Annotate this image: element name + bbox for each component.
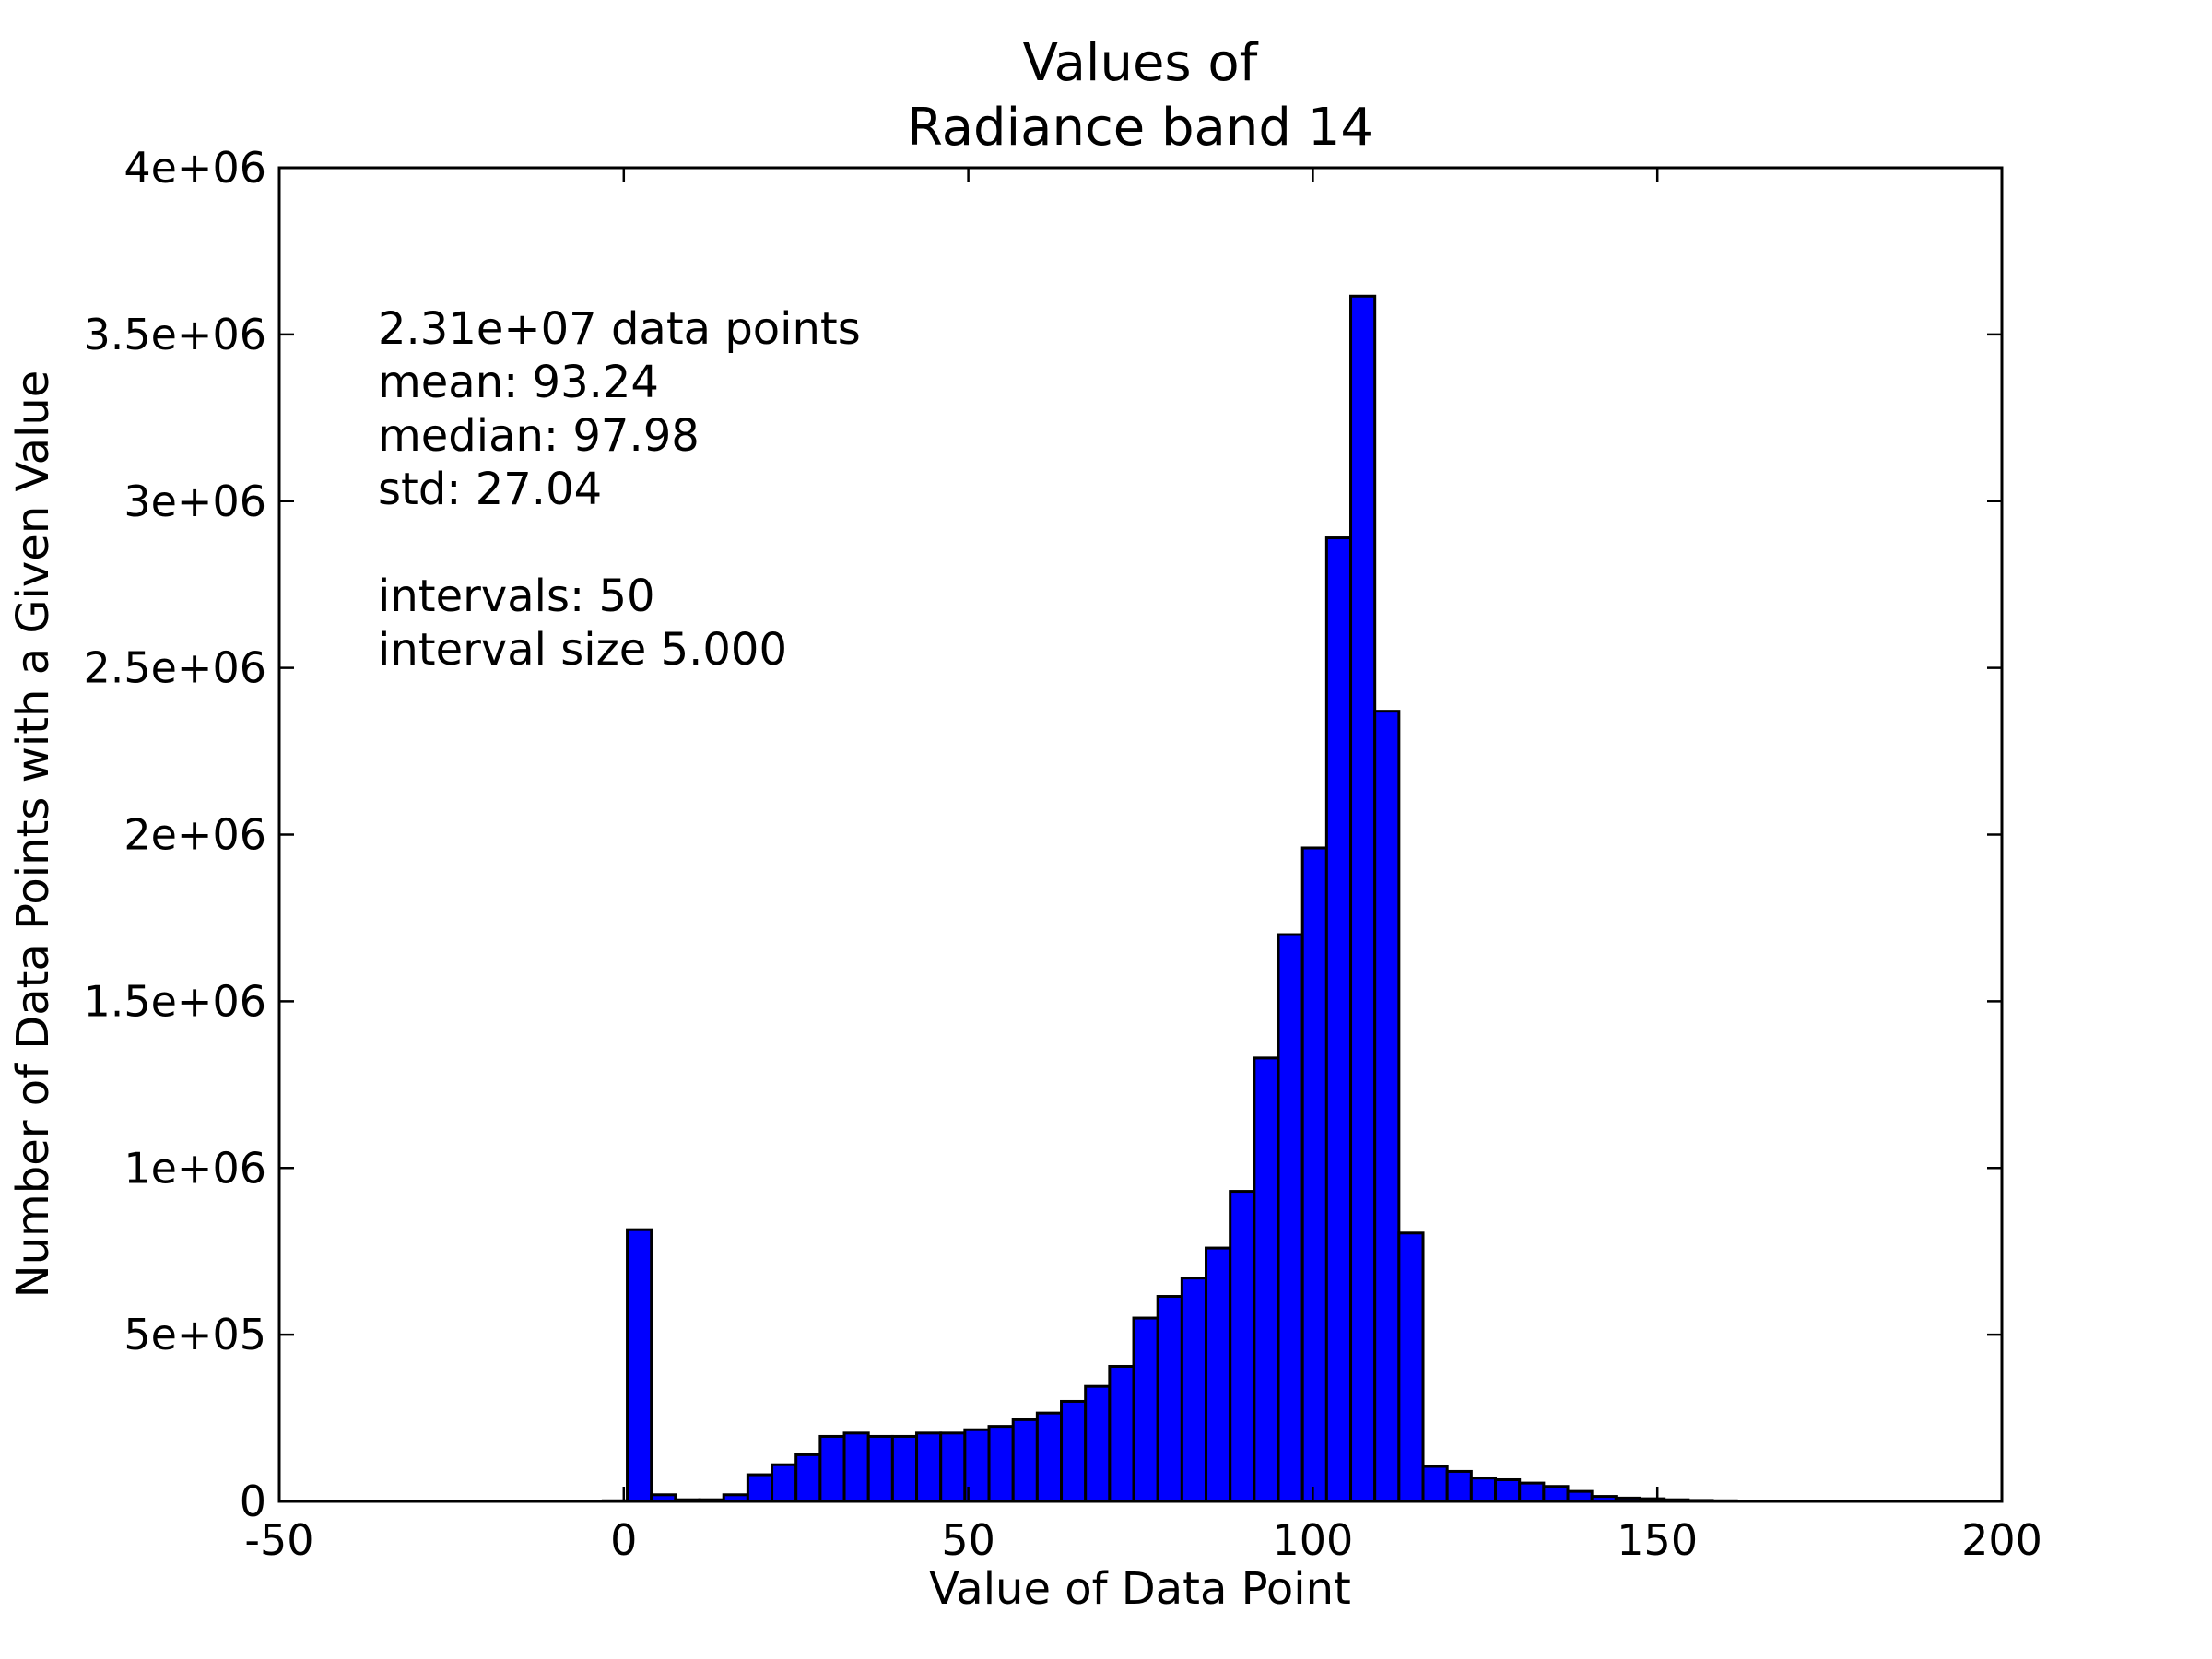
- histogram-bar: [746, 1473, 774, 1503]
- histogram-bar: [1229, 1190, 1256, 1503]
- histogram-bar: [939, 1431, 967, 1503]
- histogram-bar: [771, 1463, 798, 1503]
- x-tick-label: 150: [1617, 1515, 1698, 1565]
- histogram-bar: [1324, 536, 1353, 1503]
- stat-line: std: 27.04: [378, 464, 602, 515]
- histogram-bar: [1180, 1277, 1208, 1503]
- histogram-bar: [1011, 1418, 1039, 1503]
- axis-ticks: -50 0 50 100 150 20005e+051e+061.5e+062e+062.…: [83, 143, 2041, 1565]
- y-axis-label: Number of Data Points with a Given Value: [7, 371, 59, 1299]
- plot-frame: [277, 166, 2004, 1503]
- histogram-bar: [1205, 1246, 1232, 1503]
- y-tick-label: 4e+06: [124, 143, 266, 193]
- stat-line: mean: 93.24: [378, 357, 659, 408]
- stat-line: 2.31e+07 data points: [378, 303, 861, 355]
- histogram-bar: [1373, 710, 1401, 1503]
- y-tick-label: 3e+06: [124, 477, 266, 526]
- histogram-bar: [1300, 846, 1328, 1503]
- histogram-bar: [1277, 933, 1304, 1503]
- histogram-bar: [1445, 1469, 1473, 1503]
- histogram-bar: [1253, 1056, 1280, 1503]
- histogram-bar: [1156, 1295, 1183, 1503]
- stat-line: interval size 5.000: [378, 624, 787, 676]
- histogram-bar: [1349, 294, 1377, 1503]
- y-tick-label: 3.5e+06: [83, 310, 266, 359]
- histogram-bar: [866, 1434, 894, 1503]
- x-tick-label: 0: [610, 1515, 637, 1565]
- x-tick-label: 100: [1272, 1515, 1353, 1565]
- histogram-bar: [1518, 1481, 1546, 1503]
- histogram-bar: [1469, 1477, 1498, 1503]
- stat-line: median: 97.98: [378, 410, 700, 462]
- histogram-bar: [1132, 1316, 1159, 1503]
- histogram-bar: [915, 1431, 943, 1503]
- y-tick-label: 2.5e+06: [83, 643, 266, 693]
- y-tick-label: 5e+05: [124, 1310, 266, 1359]
- chart-title-line-2: Radiance band 14: [907, 98, 1373, 158]
- histogram-bar: [818, 1434, 846, 1503]
- y-tick-label: 2e+06: [124, 810, 266, 860]
- histogram-bar: [1060, 1399, 1088, 1503]
- histogram-bar: [1566, 1489, 1594, 1503]
- histogram-bar: [1084, 1384, 1112, 1503]
- histogram-bar: [987, 1425, 1015, 1503]
- y-tick-label: 1.5e+06: [83, 976, 266, 1026]
- histogram-bar: [1494, 1477, 1522, 1503]
- x-tick-label: 50: [941, 1515, 995, 1565]
- x-tick-label: -50: [244, 1515, 313, 1565]
- histogram-bar: [794, 1453, 822, 1503]
- histogram-bar: [626, 1228, 653, 1503]
- stat-line: intervals: 50: [378, 571, 655, 622]
- histogram-bar: [842, 1431, 870, 1503]
- histogram-bar: [1108, 1364, 1135, 1503]
- y-tick-label: 1e+06: [124, 1143, 266, 1193]
- histogram-bar: [1035, 1411, 1064, 1503]
- histogram-bar: [1542, 1485, 1570, 1503]
- x-tick-label: 200: [1961, 1515, 2042, 1565]
- histogram-bars: [601, 294, 1762, 1503]
- chart-title-line-1: Values of: [1023, 33, 1259, 93]
- x-axis-label: Value of Data Point: [929, 1563, 1351, 1615]
- histogram-bar: [1421, 1465, 1449, 1503]
- histogram-bar: [1397, 1231, 1425, 1503]
- y-tick-label: 0: [240, 1477, 266, 1526]
- histogram-bar: [890, 1434, 919, 1503]
